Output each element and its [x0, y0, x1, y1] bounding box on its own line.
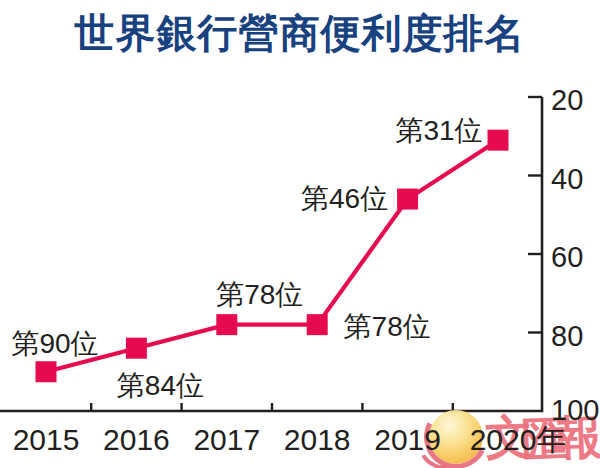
data-point-marker	[216, 314, 237, 335]
data-point-marker	[488, 130, 509, 151]
chart-title: 世界銀行營商便利度排名	[0, 6, 600, 61]
watermark-globe-icon	[429, 410, 483, 464]
watermark-character: 報	[554, 406, 600, 468]
line-chart	[0, 0, 600, 468]
data-line	[46, 140, 498, 372]
chart-canvas: 世界銀行營商便利度排名 文匯報 201520162017201820192020…	[0, 0, 600, 468]
data-point-marker	[126, 338, 147, 359]
data-point-marker	[397, 189, 418, 210]
data-point-marker	[307, 314, 328, 335]
data-point-marker	[36, 361, 57, 382]
